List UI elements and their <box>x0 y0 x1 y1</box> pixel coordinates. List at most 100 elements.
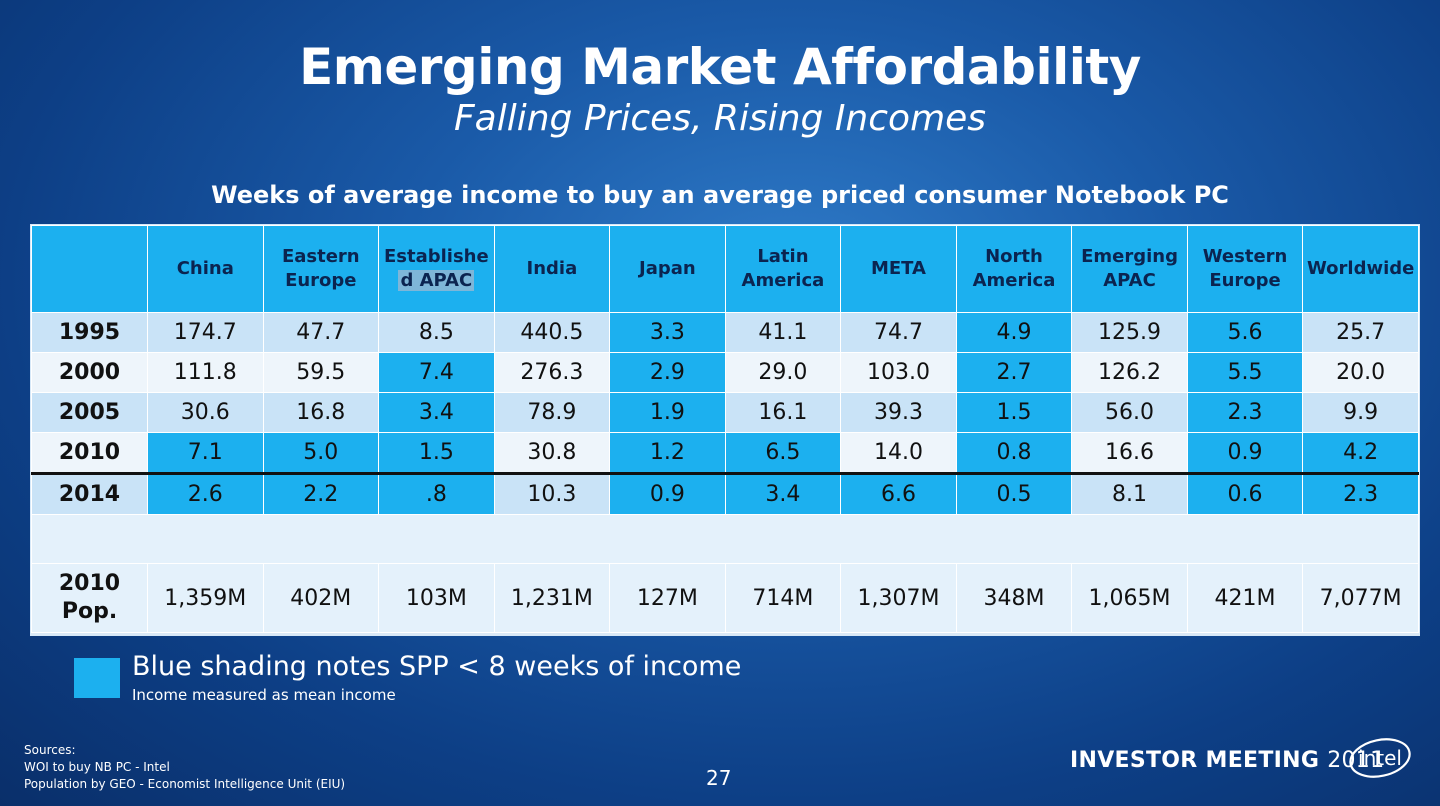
col-header: Latin America <box>724 225 842 313</box>
header-corner-cell <box>31 225 148 313</box>
value-cell: 30.8 <box>493 432 611 474</box>
legend-swatch <box>74 658 120 698</box>
population-cell: 1,359M <box>147 563 264 633</box>
affordability-table: China Eastern Europe Establishe d APAC Ind… <box>31 225 1419 633</box>
value-cell: .8 <box>378 472 495 515</box>
population-cell: 348M <box>955 563 1073 633</box>
population-label: 2010 Pop. <box>31 563 148 633</box>
value-cell: 2.9 <box>609 352 726 393</box>
value-cell: 5.0 <box>262 432 380 474</box>
value-cell: 16.1 <box>724 392 842 433</box>
value-cell: 78.9 <box>493 392 611 433</box>
page-number: 27 <box>706 766 732 790</box>
value-cell: 2.7 <box>955 352 1073 393</box>
slide-title: Emerging Market Affordability <box>299 38 1141 96</box>
table-row: 1995 174.7 47.7 8.5 440.5 3.3 41.1 74.7 4.9 125.9… <box>31 312 1419 353</box>
value-cell: 0.5 <box>955 472 1073 515</box>
value-cell: 7.4 <box>378 352 495 393</box>
value-cell: 47.7 <box>262 312 380 353</box>
table-caption: Weeks of average income to buy an averag… <box>211 181 1229 209</box>
value-cell: 10.3 <box>493 472 611 515</box>
population-cell: 127M <box>609 563 726 633</box>
year-cell: 1995 <box>31 312 148 353</box>
table-row: 2010 7.1 5.0 1.5 30.8 1.2 6.5 14.0 0.8 16.6 0.9 4.2 <box>31 432 1419 474</box>
value-cell: 2.3 <box>1186 392 1304 433</box>
population-cell: 7,077M <box>1302 563 1419 633</box>
legend-subtext: Income measured as mean income <box>132 686 396 704</box>
value-cell: 6.5 <box>724 432 842 474</box>
value-cell: 16.6 <box>1071 432 1188 474</box>
population-cell: 1,231M <box>493 563 611 633</box>
col-header: North America <box>955 225 1073 313</box>
sources-line: Population by GEO - Economist Intelligen… <box>24 777 346 791</box>
value-cell: 2.2 <box>262 472 380 515</box>
value-cell: 126.2 <box>1071 352 1188 393</box>
value-cell: 25.7 <box>1302 312 1419 353</box>
value-cell: 1.2 <box>609 432 726 474</box>
footer-brand-text: INVESTOR MEETING <box>1070 748 1320 773</box>
value-cell: 16.8 <box>262 392 380 433</box>
value-cell: 1.5 <box>378 432 495 474</box>
col-header: Emerging APAC <box>1071 225 1188 313</box>
value-cell: 8.1 <box>1071 472 1188 515</box>
table-header-row: China Eastern Europe Establishe d APAC Ind… <box>31 225 1419 313</box>
table-row: 2000 111.8 59.5 7.4 276.3 2.9 29.0 103.0 2.7 126.… <box>31 352 1419 393</box>
value-cell: 56.0 <box>1071 392 1188 433</box>
population-cell: 421M <box>1186 563 1304 633</box>
population-cell: 1,065M <box>1071 563 1188 633</box>
year-cell: 2014 <box>31 472 148 515</box>
footer-brand: INVESTOR MEETING 2011 <box>1070 748 1384 773</box>
value-cell: 9.9 <box>1302 392 1419 433</box>
value-cell: 125.9 <box>1071 312 1188 353</box>
value-cell: 3.4 <box>724 472 842 515</box>
table-row: 2005 30.6 16.8 3.4 78.9 1.9 16.1 39.3 1.5 56.0 2.3… <box>31 392 1419 433</box>
col-header: Establishe d APAC <box>378 225 495 313</box>
value-cell: 8.5 <box>378 312 495 353</box>
population-cell: 402M <box>262 563 380 633</box>
table-row: 2014 2.6 2.2.8 10.3 0.9 3.4 6.6 0.5 8.1 0.6 2.3 <box>31 472 1419 515</box>
col-header: India <box>493 225 611 313</box>
affordability-table-container: China Eastern Europe Establishe d APAC Ind… <box>30 224 1420 636</box>
year-cell: 2005 <box>31 392 148 433</box>
col-header: Japan <box>609 225 726 313</box>
value-cell: 2.6 <box>147 472 264 515</box>
value-cell: 29.0 <box>724 352 842 393</box>
col-header: META <box>840 225 957 313</box>
value-cell: 276.3 <box>493 352 611 393</box>
value-cell: 30.6 <box>147 392 264 433</box>
population-cell: 714M <box>724 563 842 633</box>
population-cell: 1,307M <box>840 563 957 633</box>
value-cell: 4.9 <box>955 312 1073 353</box>
col-header: Worldwide <box>1302 225 1419 313</box>
value-cell: 59.5 <box>262 352 380 393</box>
value-cell: 20.0 <box>1302 352 1419 393</box>
intel-logo-text: intel <box>1358 746 1402 770</box>
sources-line: WOI to buy NB PC - Intel <box>24 760 170 774</box>
sources-heading: Sources: <box>24 743 76 757</box>
value-cell: 111.8 <box>147 352 264 393</box>
col-header: China <box>147 225 264 313</box>
year-cell: 2010 <box>31 432 148 474</box>
value-cell: 5.5 <box>1186 352 1304 393</box>
col-header: Western Europe <box>1186 225 1304 313</box>
population-row: 2010 Pop. 1,359M 402M 103M 1,231M 127M 714M 1,3… <box>31 563 1419 633</box>
value-cell: 174.7 <box>147 312 264 353</box>
population-cell: 103M <box>378 563 495 633</box>
value-cell: 5.6 <box>1186 312 1304 353</box>
value-cell: 7.1 <box>147 432 264 474</box>
spacer-cell <box>31 514 1419 564</box>
value-cell: 0.9 <box>1186 432 1304 474</box>
value-cell: 0.6 <box>1186 472 1304 515</box>
table-spacer-row <box>31 514 1419 564</box>
value-cell: 14.0 <box>840 432 957 474</box>
legend-text: Blue shading notes SPP < 8 weeks of inco… <box>132 651 742 682</box>
value-cell: 103.0 <box>840 352 957 393</box>
value-cell: 74.7 <box>840 312 957 353</box>
value-cell: 440.5 <box>493 312 611 353</box>
value-cell: 1.9 <box>609 392 726 433</box>
value-cell: 0.9 <box>609 472 726 515</box>
value-cell: 6.6 <box>840 472 957 515</box>
slide-subtitle: Falling Prices, Rising Incomes <box>453 98 987 139</box>
col-header: Eastern Europe <box>262 225 380 313</box>
value-cell: 2.3 <box>1302 472 1419 515</box>
